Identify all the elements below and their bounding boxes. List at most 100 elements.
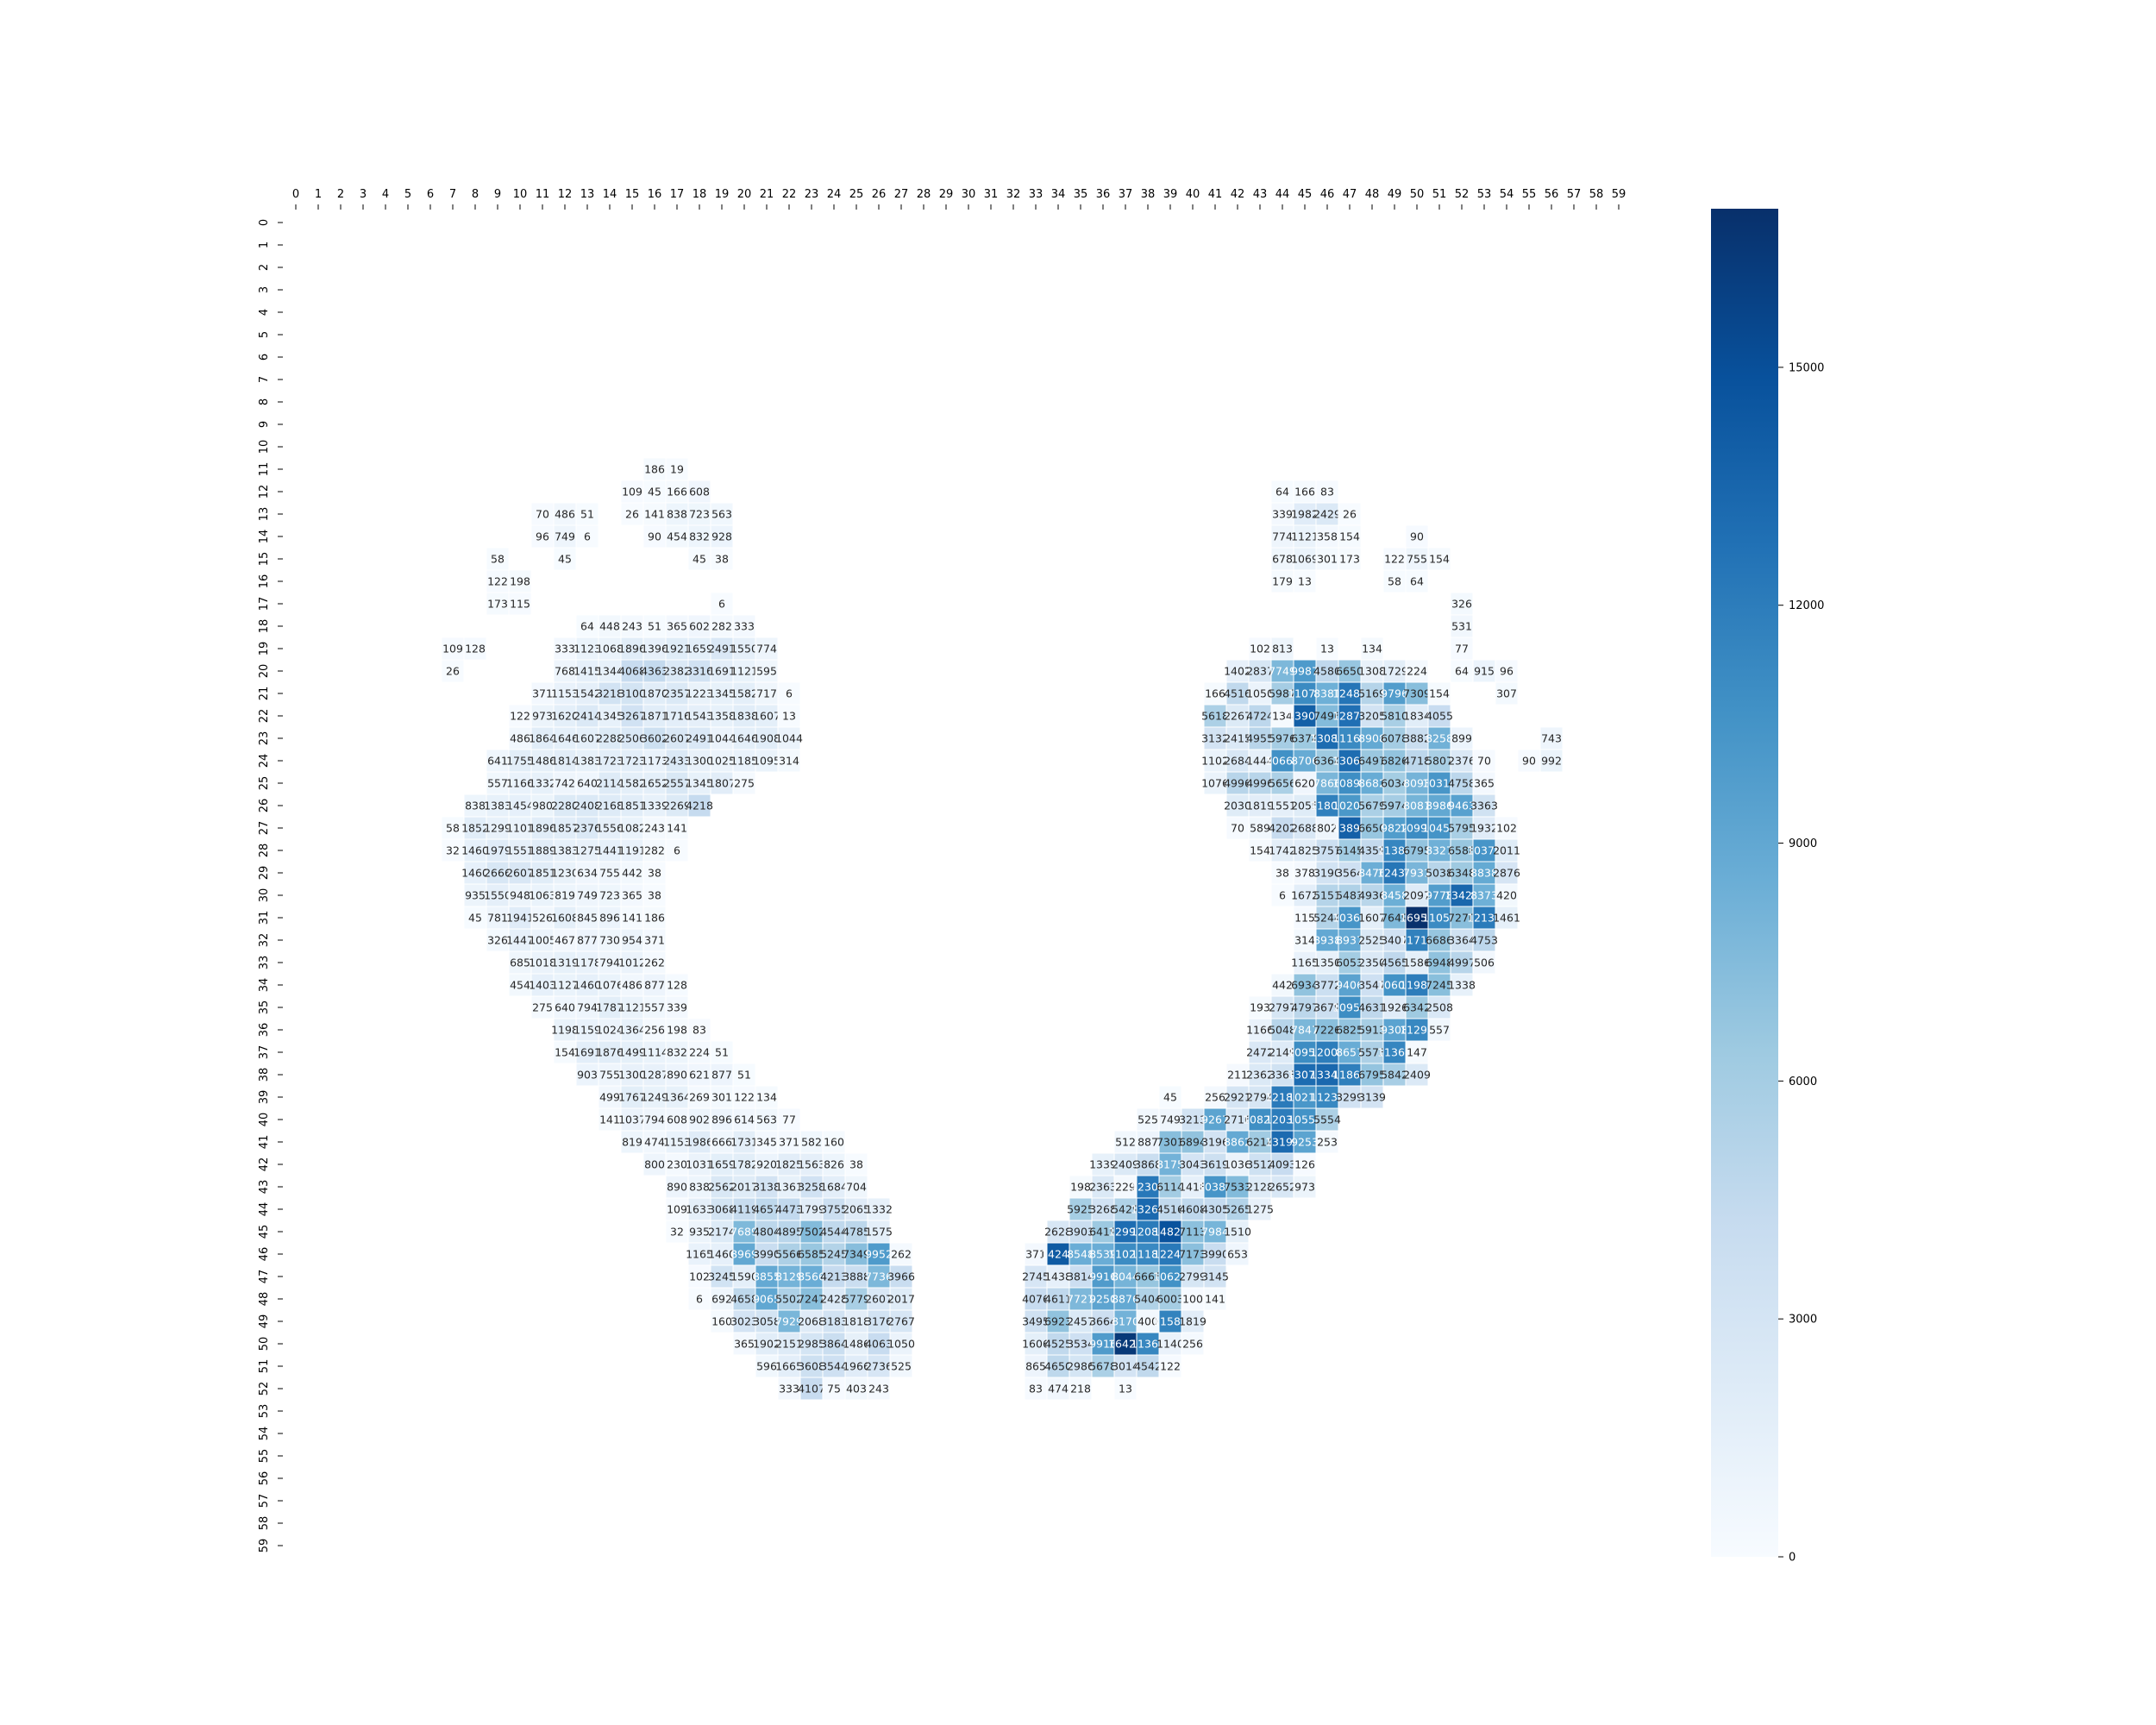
y-tick-label: 18	[258, 619, 271, 634]
cell-value-label: 890	[667, 1069, 687, 1082]
heatmap-cell	[575, 659, 599, 683]
cell-value-label: 6686	[1426, 934, 1453, 947]
heatmap-cell	[1405, 771, 1429, 795]
cell-value-label: 800	[644, 1158, 665, 1171]
x-tick-label: 54	[1500, 188, 1514, 201]
heatmap-cell	[1450, 794, 1474, 818]
cell-value-label: 3316	[686, 665, 713, 678]
cell-value-label: 3058	[753, 1315, 780, 1328]
cell-value-label: 838	[667, 508, 687, 521]
cell-value-label: 141	[622, 912, 642, 925]
heatmap-cell	[575, 1018, 599, 1042]
cell-value-label: 11802	[1310, 800, 1344, 812]
heatmap-cell	[1315, 681, 1339, 706]
heatmap-cell	[1203, 1107, 1227, 1132]
cell-value-label: 1652	[641, 777, 668, 790]
cell-value-label: 1140	[1156, 1338, 1184, 1351]
heatmap-cell	[1360, 1085, 1384, 1109]
heatmap-cell	[575, 973, 599, 997]
heatmap-cell	[530, 794, 555, 818]
cell-value-label: 442	[1272, 979, 1293, 992]
cell-value-label: 4213	[820, 1270, 848, 1283]
cell-value-label: 8986	[1426, 800, 1453, 812]
heatmap-cell	[1203, 704, 1227, 728]
cell-value-label: 2382	[663, 665, 691, 678]
cell-value-label: 45	[693, 553, 706, 566]
cell-value-label: 1659	[686, 643, 713, 656]
cell-value-label: 4996	[1224, 777, 1251, 790]
x-tick-label: 52	[1455, 188, 1470, 201]
cell-value-label: 2985	[798, 1338, 825, 1351]
cell-value-label: 973	[532, 710, 553, 723]
cell-value-label: 1069	[1291, 553, 1319, 566]
cell-value-label: 1723	[596, 755, 624, 768]
cell-value-label: 525	[891, 1360, 912, 1373]
cell-value-label: 474	[1048, 1383, 1069, 1396]
x-tick-label: 12	[558, 188, 573, 201]
cell-value-label: 4063	[865, 1338, 893, 1351]
cell-value-label: 1818	[843, 1315, 870, 1328]
cell-value-label: 1767	[618, 1091, 646, 1104]
heatmap-cell	[553, 771, 577, 795]
cell-value-label: 526	[532, 912, 553, 925]
heatmap-cell	[620, 1063, 644, 1087]
cell-value-label: 5483	[1336, 889, 1363, 902]
cell-value-label: 6	[584, 530, 591, 543]
heatmap-cell	[1248, 704, 1272, 728]
x-tick-label: 30	[962, 188, 976, 201]
cell-value-label: 531	[1451, 620, 1472, 633]
y-tick-label: 36	[258, 1023, 271, 1038]
cell-value-label: 11586	[1153, 1315, 1188, 1328]
cell-value-label: 1902	[753, 1338, 780, 1351]
cell-value-label: 2736	[865, 1360, 893, 1373]
cell-value-label: 403	[846, 1383, 867, 1396]
cell-value-label: 1153	[663, 1136, 691, 1149]
heatmap-cell	[1293, 1085, 1317, 1109]
x-tick-label: 55	[1522, 188, 1537, 201]
cell-value-label: 826	[824, 1158, 844, 1171]
heatmap-cell	[1248, 726, 1272, 750]
cell-value-label: 13	[1298, 575, 1312, 588]
cell-value-label: 3363	[1269, 1069, 1296, 1082]
cell-value-label: 2652	[1269, 1181, 1296, 1194]
cell-value-label: 365	[667, 620, 687, 633]
heatmap-cell	[598, 704, 622, 728]
cell-value-label: 749	[1160, 1113, 1181, 1126]
cell-value-label: 9463	[1448, 800, 1476, 812]
heatmap-cell	[620, 861, 644, 885]
cell-value-label: 333	[734, 620, 755, 633]
cell-value-label: 4997	[1448, 957, 1476, 969]
cell-value-label: 2363	[1089, 1181, 1117, 1194]
heatmap-cell	[598, 659, 622, 683]
cell-value-label: 26	[446, 665, 460, 678]
cell-value-label: 1031	[686, 1158, 713, 1171]
cell-value-label: 14824	[1153, 1226, 1188, 1239]
cell-value-label: 3014	[1112, 1360, 1139, 1373]
cell-value-label: 38	[1275, 867, 1289, 880]
heatmap-cell	[1427, 816, 1451, 840]
cell-value-label: 1672	[1291, 889, 1319, 902]
heatmap-cell	[665, 659, 689, 683]
heatmap-cell	[732, 1063, 756, 1087]
cell-value-label: 865	[1025, 1360, 1046, 1373]
x-tick-label: 46	[1320, 188, 1335, 201]
heatmap-cell	[1293, 1175, 1317, 1199]
heatmap-cell	[889, 1332, 913, 1356]
y-tick-label: 30	[258, 888, 271, 903]
cell-value-label: 5404	[1134, 1293, 1162, 1306]
heatmap-cell	[687, 1130, 711, 1154]
cell-value-label: 1755	[506, 755, 534, 768]
cell-value-label: 596	[756, 1360, 777, 1373]
cell-value-label: 1665	[775, 1360, 803, 1373]
heatmap-cell	[732, 1107, 756, 1132]
cell-value-label: 1275	[1246, 1203, 1274, 1216]
cell-value-label: 448	[599, 620, 620, 633]
cell-value-label: 6364	[1313, 755, 1341, 768]
heatmap-cell	[687, 637, 711, 661]
heatmap-cell	[553, 861, 577, 885]
cell-value-label: 5169	[1358, 687, 1386, 700]
cell-value-label: 717	[756, 687, 777, 700]
cell-value-label: 13347	[1310, 1069, 1344, 1082]
cell-value-label: 5842	[1381, 1069, 1408, 1082]
heatmap-cell	[598, 1085, 622, 1109]
